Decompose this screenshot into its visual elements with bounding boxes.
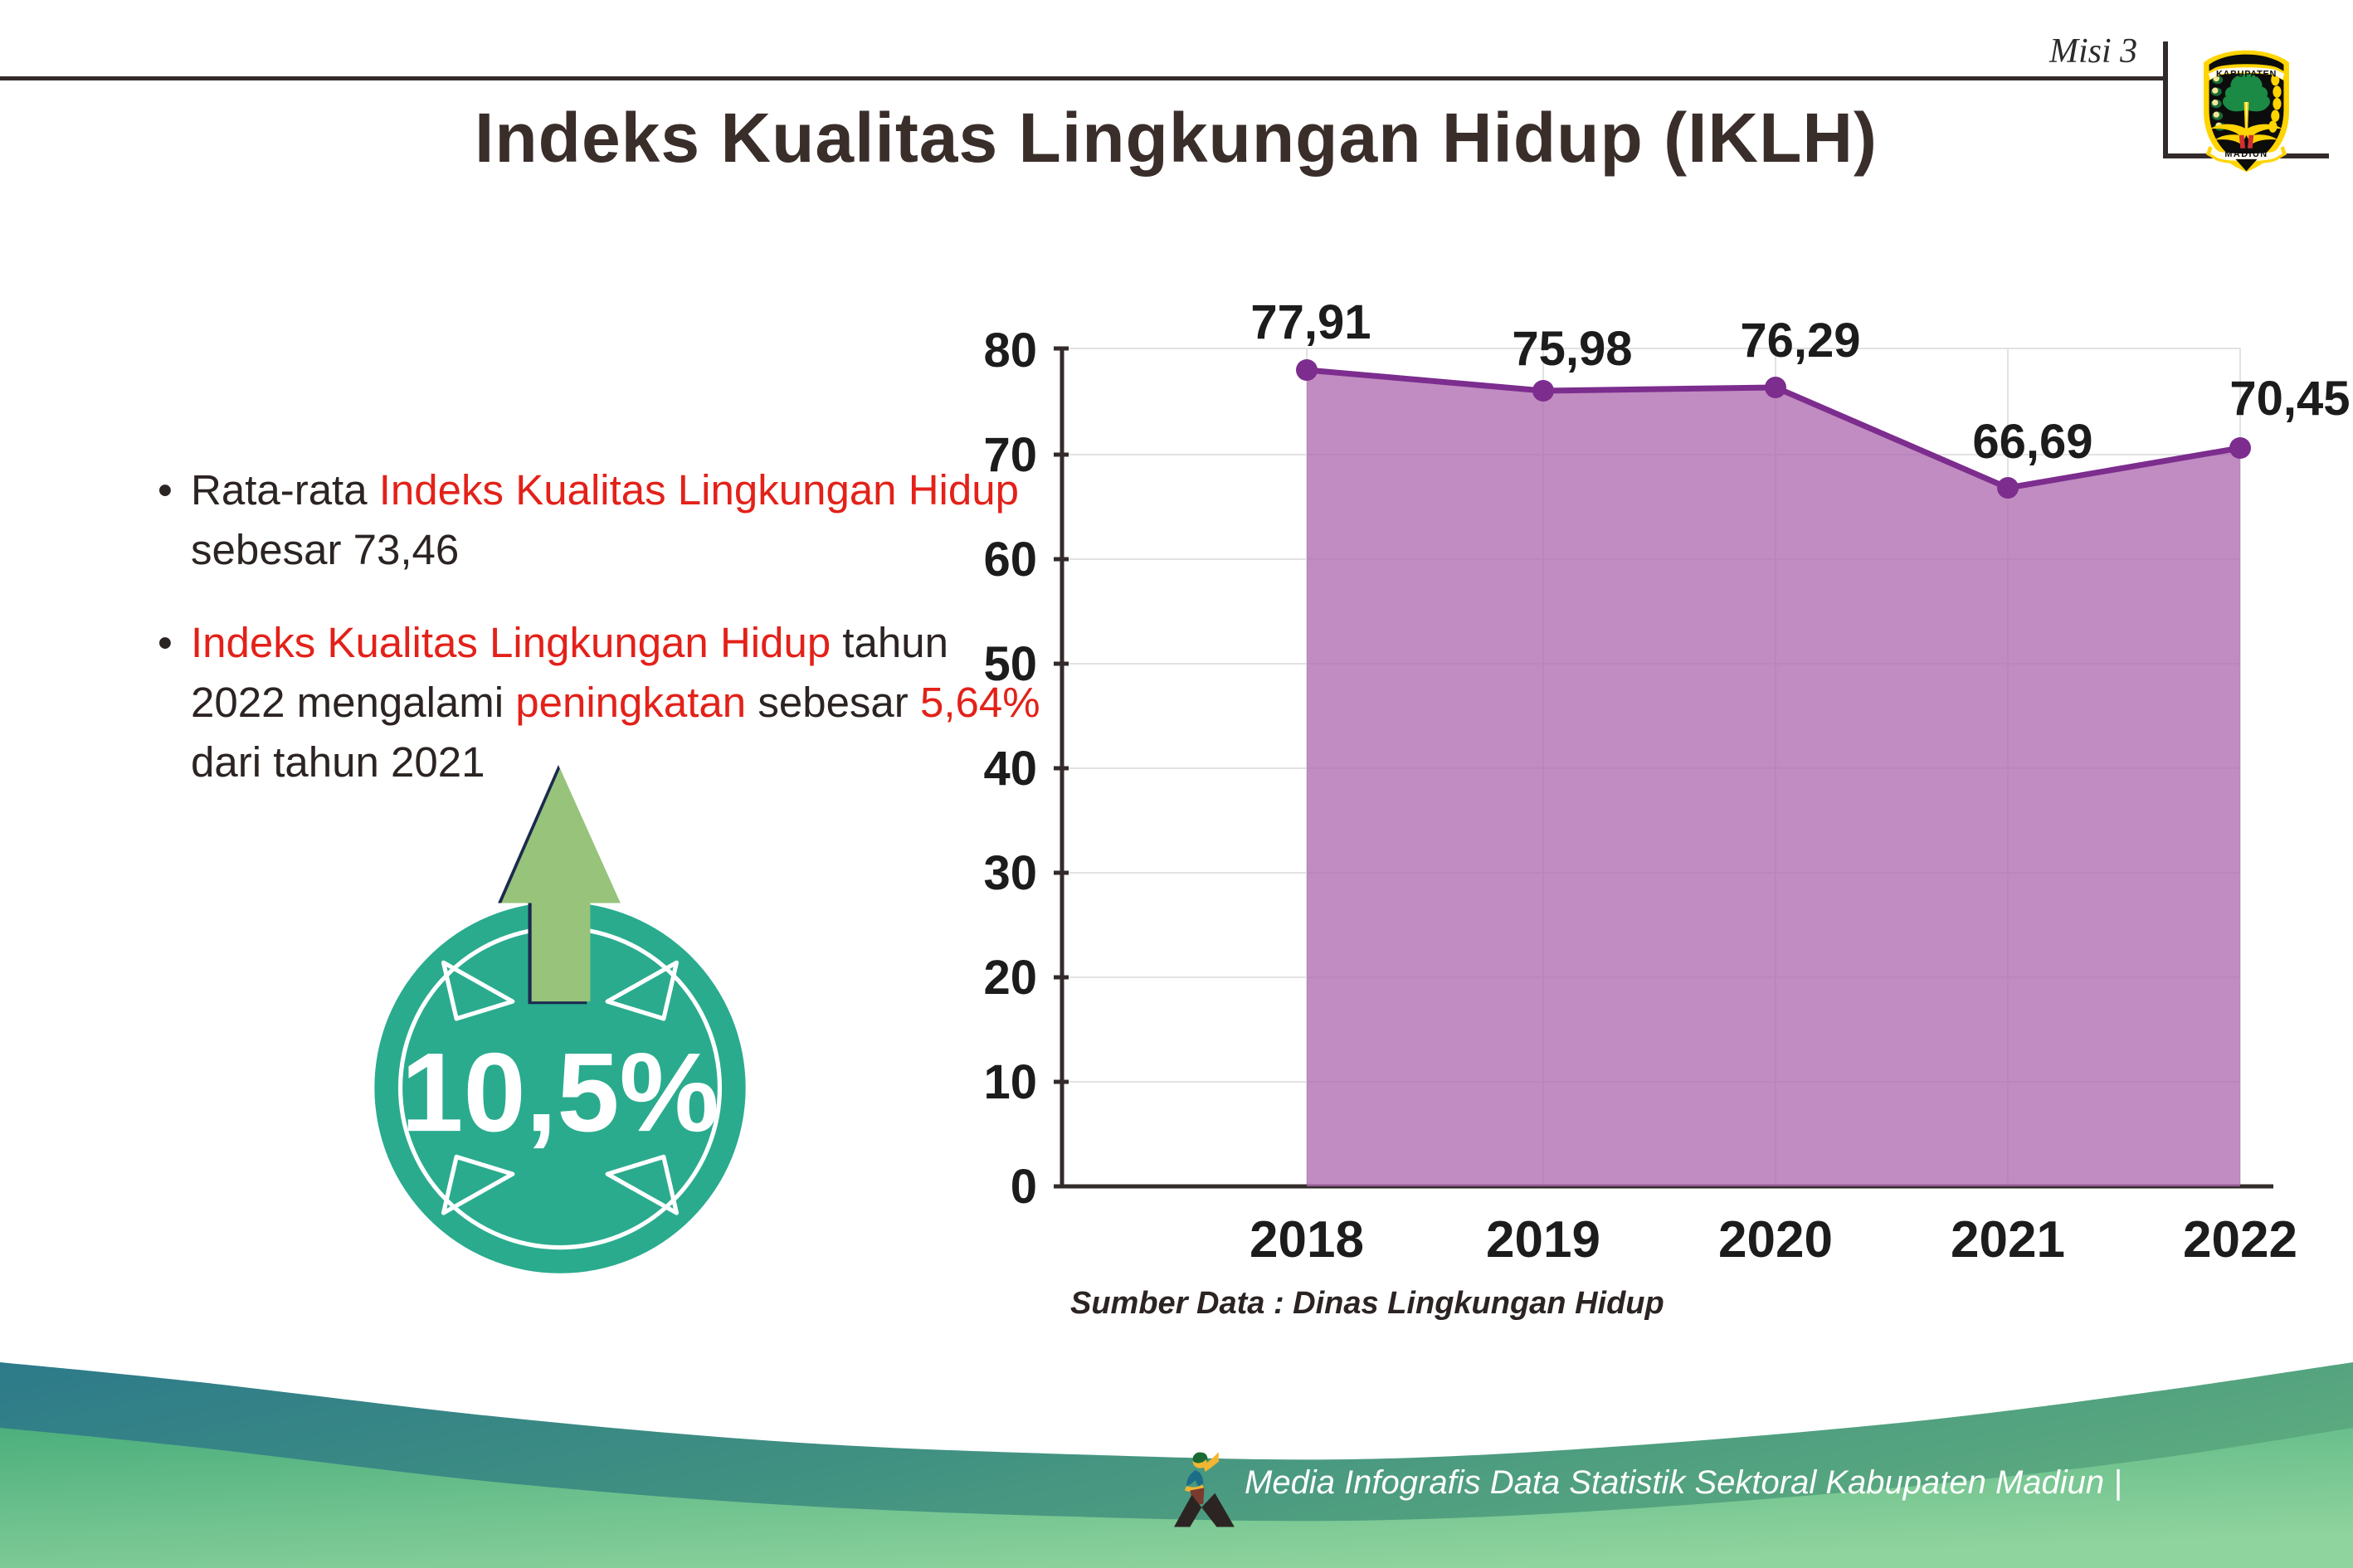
svg-text:50: 50 — [983, 637, 1037, 691]
svg-text:0: 0 — [1011, 1160, 1037, 1214]
svg-text:40: 40 — [983, 742, 1037, 796]
svg-text:70,45: 70,45 — [2229, 372, 2350, 426]
svg-text:2019: 2019 — [1486, 1211, 1600, 1269]
svg-text:20: 20 — [983, 951, 1037, 1005]
svg-text:70: 70 — [983, 428, 1037, 482]
svg-text:MADIUN: MADIUN — [2224, 149, 2268, 159]
svg-text:2020: 2020 — [1718, 1211, 1833, 1269]
svg-text:2018: 2018 — [1250, 1211, 1364, 1269]
svg-text:77,91: 77,91 — [1250, 295, 1371, 349]
svg-text:10,5%: 10,5% — [401, 1030, 719, 1155]
svg-text:76,29: 76,29 — [1740, 314, 1860, 368]
svg-text:75,98: 75,98 — [1512, 322, 1632, 376]
svg-text:30: 30 — [983, 846, 1037, 900]
svg-text:2022: 2022 — [2183, 1211, 2297, 1269]
svg-text:60: 60 — [983, 533, 1037, 587]
svg-text:KABUPATEN: KABUPATEN — [2216, 69, 2277, 79]
svg-text:66,69: 66,69 — [1972, 415, 2092, 469]
svg-text:10: 10 — [983, 1055, 1037, 1109]
svg-text:2021: 2021 — [1951, 1211, 2065, 1269]
svg-text:80: 80 — [983, 324, 1037, 377]
